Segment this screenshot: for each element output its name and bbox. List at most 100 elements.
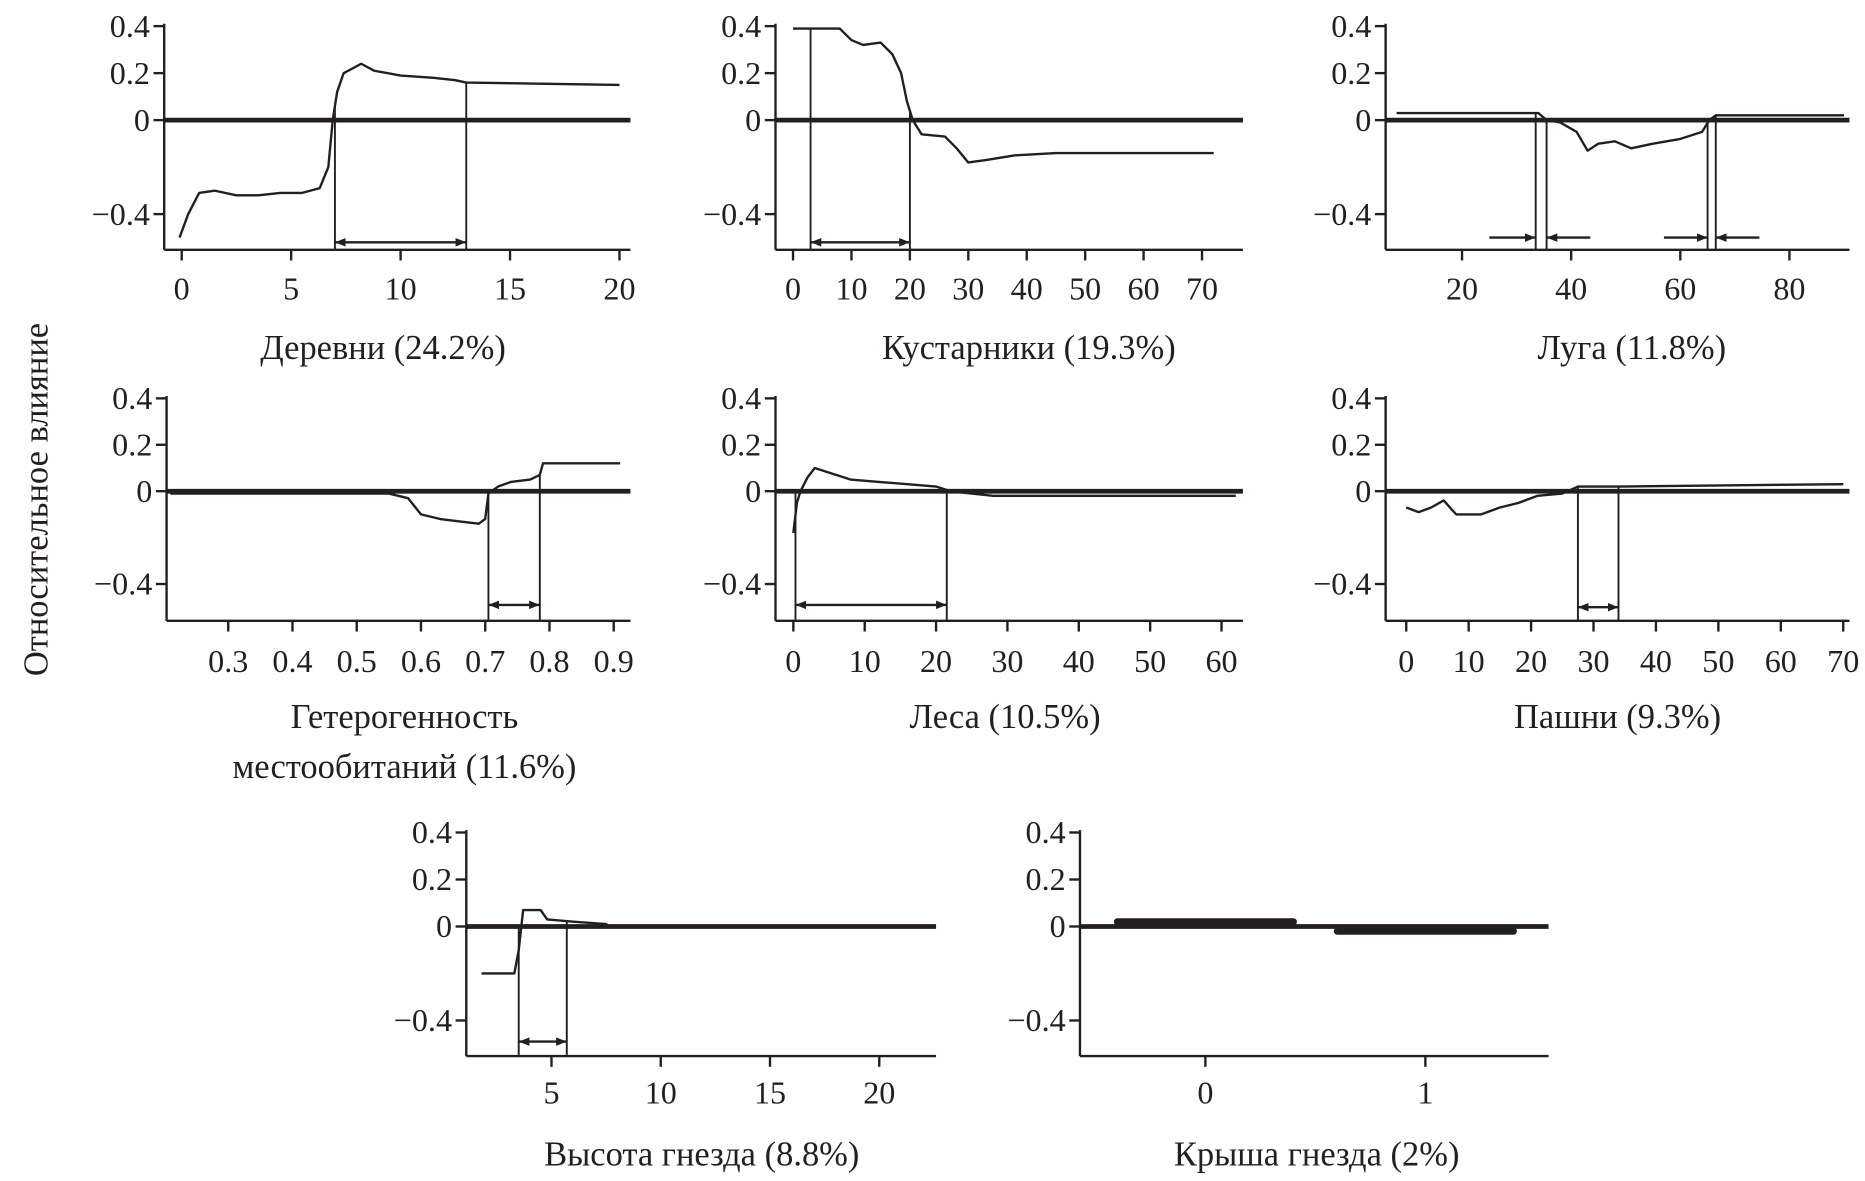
y-tick-label: 0: [136, 473, 152, 509]
x-tick-label: 20: [1515, 643, 1547, 679]
y-tick-label: 0.2: [1026, 861, 1066, 897]
panel-1: 0.4 0.2 0 −0.4 0 5 10 15 20 Деревни (24.2%): [92, 8, 636, 367]
y-tick-label: −0.4: [703, 566, 761, 602]
y-tick-label: 0.4: [1331, 380, 1371, 416]
x-tick-label: 15: [754, 1075, 786, 1111]
x-tick-label: 0: [174, 271, 190, 307]
y-tick-label: 0.2: [112, 426, 152, 462]
x-tick-label: 60: [1765, 643, 1797, 679]
panel-title: Крыша гнезда (2%): [1174, 1136, 1460, 1174]
x-tick-label: 0: [1398, 643, 1414, 679]
panel-title: Кустарники (19.3%): [882, 329, 1176, 367]
y-tick-label: 0.2: [721, 426, 761, 462]
x-tick-label: 20: [1446, 271, 1478, 307]
y-tick-label: 0.2: [1331, 426, 1371, 462]
effect-curve: [792, 466, 1236, 534]
x-tick-label: 30: [991, 643, 1023, 679]
x-tick-label: 0.9: [594, 643, 634, 679]
x-tick-label: 5: [543, 1075, 559, 1111]
x-tick-label: 20: [603, 271, 635, 307]
x-tick-label: 70: [1186, 271, 1218, 307]
x-tick-label: 0.6: [401, 643, 441, 679]
x-tick-label: 10: [645, 1075, 677, 1111]
panel-title: Пашни (9.3%): [1514, 698, 1721, 736]
y-tick-label: 0.4: [1026, 814, 1066, 850]
panel-5: 0.4 0.2 0 −0.4 0 10 20 30 40 50 60 Леса (10.5%): [703, 380, 1243, 736]
x-tick-label: 30: [1577, 643, 1609, 679]
x-tick-label: 20: [920, 643, 952, 679]
y-tick-label: 0.2: [110, 55, 150, 91]
effect-curve: [178, 62, 620, 239]
effect-curve: [1405, 482, 1844, 516]
y-tick-label: 0: [745, 102, 761, 138]
x-tick-label: 10: [835, 271, 867, 307]
y-tick-label: −0.4: [703, 196, 761, 232]
x-tick-label: 60: [1128, 271, 1160, 307]
x-tick-label: 0: [1197, 1075, 1213, 1111]
y-tick-label: −0.4: [92, 196, 150, 232]
panel-title: Гетерогенность: [291, 698, 519, 736]
y-tick-label: −0.4: [394, 1002, 452, 1038]
x-tick-label: 10: [385, 271, 417, 307]
y-tick-label: 0: [745, 473, 761, 509]
y-tick-label: −0.4: [1007, 1002, 1065, 1038]
y-tick-label: 0: [436, 908, 452, 944]
y-tick-label: 0: [1050, 908, 1066, 944]
panel-title: Леса (10.5%): [910, 698, 1101, 736]
x-tick-label: 40: [1555, 271, 1587, 307]
x-tick-label: 60: [1664, 271, 1696, 307]
y-tick-label: −0.4: [1313, 196, 1371, 232]
x-tick-label: 10: [1453, 643, 1485, 679]
x-tick-label: 50: [1134, 643, 1166, 679]
x-tick-label: 0.4: [272, 643, 312, 679]
y-tick-label: 0.2: [721, 55, 761, 91]
x-tick-label: 20: [863, 1075, 895, 1111]
panel-4: 0.4 0.2 0 −0.4 0.3 0.4 0.5 0.6 0.7 0.8 0.9 Гетероге…: [94, 380, 634, 786]
x-tick-label: 60: [1205, 643, 1237, 679]
y-tick-label: −0.4: [1313, 566, 1371, 602]
x-tick-label: 70: [1827, 643, 1859, 679]
panel-title: Деревни (24.2%): [260, 329, 506, 367]
y-axis-label: Относительное влияние: [18, 323, 56, 676]
y-tick-label: 0: [1355, 473, 1371, 509]
y-tick-label: 0: [134, 102, 150, 138]
y-tick-label: −0.4: [94, 566, 152, 602]
panel-title: местообитаний (11.6%): [232, 748, 576, 786]
y-tick-label: 0.2: [412, 861, 452, 897]
panel-title: Луга (11.8%): [1538, 329, 1727, 367]
y-tick-label: 0.4: [1331, 8, 1371, 44]
x-tick-label: 80: [1773, 271, 1805, 307]
x-tick-label: 50: [1702, 643, 1734, 679]
x-tick-label: 40: [1011, 271, 1043, 307]
y-tick-label: 0.4: [110, 8, 150, 44]
panel-title: Высота гнезда (8.8%): [544, 1136, 859, 1174]
y-tick-label: 0.4: [112, 380, 152, 416]
y-tick-label: 0.4: [412, 814, 452, 850]
x-tick-label: 30: [952, 271, 984, 307]
x-tick-label: 0.8: [529, 643, 569, 679]
x-tick-label: 10: [849, 643, 881, 679]
x-tick-label: 0.7: [465, 643, 505, 679]
x-tick-label: 5: [283, 271, 299, 307]
panel-2: 0.4 0.2 0 −0.4 0 10 20 30 40 50 60 70 Кустарники (19…: [703, 8, 1243, 367]
effect-curve: [481, 908, 934, 975]
x-tick-label: 20: [894, 271, 926, 307]
x-tick-label: 0.5: [337, 643, 377, 679]
x-tick-label: 40: [1640, 643, 1672, 679]
effect-curve: [170, 462, 621, 525]
y-tick-label: 0.2: [1331, 55, 1371, 91]
x-tick-label: 15: [494, 271, 526, 307]
y-tick-label: 0.4: [721, 8, 761, 44]
x-tick-label: 0: [785, 643, 801, 679]
x-tick-label: 50: [1069, 271, 1101, 307]
x-tick-label: 0: [785, 271, 801, 307]
y-tick-label: 0.4: [721, 380, 761, 416]
y-tick-label: 0: [1355, 102, 1371, 138]
panel-8: 0.4 0.2 0 −0.4 0 1 Крыша гнезда (2%): [1007, 814, 1549, 1174]
effect-curve: [792, 27, 1214, 164]
x-tick-label: 40: [1063, 643, 1095, 679]
x-tick-label: 0.3: [208, 643, 248, 679]
x-tick-label: 1: [1417, 1075, 1433, 1111]
